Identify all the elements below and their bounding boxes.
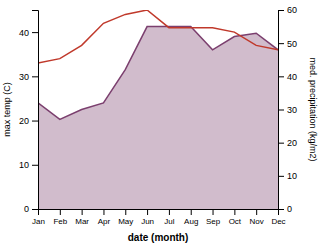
tick-label: 40 [19,27,29,37]
tick: 10 [19,160,38,170]
tick: May [118,209,133,226]
tick-label: Oct [229,217,242,226]
tick: 30 [278,105,297,115]
tick-label: Sep [206,217,221,226]
x-axis-title: date (month) [128,232,189,243]
tick-mark [32,209,38,210]
y2-axis-title: med. precipitation (kg/m2) [308,57,318,161]
tick-mark [32,32,38,33]
tick: 0 [24,204,38,214]
tick: Apr [98,209,111,226]
tick-mark [32,165,38,166]
tick: Aug [184,209,198,226]
tick-label: Dec [271,217,285,226]
tick-label: Feb [53,217,67,226]
tick-mark [82,209,83,215]
tick-mark [32,121,38,122]
tick-label: 20 [287,138,297,148]
tick-mark [278,43,284,44]
tick-label: 40 [287,72,297,82]
tick-label: Nov [250,217,264,226]
tick: 10 [278,171,297,181]
tick: Jan [32,209,45,226]
marks [38,10,278,209]
tick-mark [213,209,214,215]
tick-mark [191,209,192,215]
tick-mark [278,110,284,111]
tick: 20 [19,116,38,126]
tick-label: 10 [287,171,297,181]
tick-label: 10 [19,160,29,170]
x-axis: Jan Feb Mar Apr May Jun Jul Aug Sep Oct Nov Dec [32,209,286,226]
tick-label: Jan [32,217,45,226]
tick: Mar [75,209,89,226]
tick: 0 [278,204,292,214]
tick: Dec [271,209,285,226]
tick-label: 30 [19,72,29,82]
tick-label: 0 [24,204,29,214]
tick-mark [256,209,257,215]
tick-label: 60 [287,5,297,15]
tick: 60 [278,5,297,15]
chart: JanFebMarAprMayJunJulAugSepOctNovDec0102… [0,0,318,247]
tick: 50 [278,39,297,49]
tick-mark [60,209,61,215]
tick: Jul [164,209,174,226]
tick-label: Mar [75,217,89,226]
y-axis-title: max temp (C) [2,82,12,137]
axis-line [39,210,279,216]
axis-line [32,11,39,210]
tick: Feb [53,209,67,226]
tick-label: 50 [287,39,297,49]
tick: Sep [206,209,221,226]
tick-mark [278,10,284,11]
tick-label: 0 [287,204,292,214]
tick-mark [234,209,235,215]
tick-label: Jun [141,217,154,226]
tick-mark [125,209,126,215]
tick-mark [278,76,284,77]
tick-mark [278,176,284,177]
tick: Nov [250,209,264,226]
axis-line [279,11,285,210]
tick: Jun [141,209,154,226]
tick: 40 [19,27,38,37]
tick: 20 [278,138,297,148]
tick-label: Aug [184,217,198,226]
tick-label: 30 [287,105,297,115]
tick: Oct [229,209,242,226]
area [38,27,278,209]
tick-mark [169,209,170,215]
tick-mark [103,209,104,215]
tick: 40 [278,72,297,82]
tick-mark [278,143,284,144]
tick-mark [278,209,284,210]
tick: 30 [19,72,38,82]
line [38,27,278,120]
tick-mark [32,76,38,77]
tick-label: 20 [19,116,29,126]
tick-mark [147,209,148,215]
tick-label: Apr [98,217,111,226]
line [38,10,278,63]
tick-label: Jul [164,217,174,226]
y-axis: 0 10 20 30 40 [19,11,39,215]
plot: JanFebMarAprMayJunJulAugSepOctNovDec0102… [19,5,297,225]
y2-axis: 0 10 20 30 40 50 60 [278,5,297,214]
tick-label: May [118,217,133,226]
